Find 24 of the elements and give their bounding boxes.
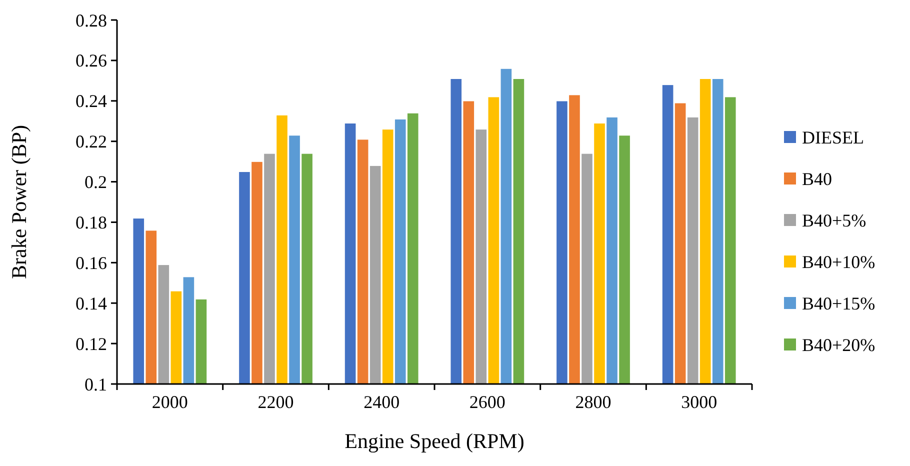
y-tick-label: 0.2 (84, 172, 107, 192)
y-tick-label: 0.22 (76, 132, 107, 152)
x-tick-label: 2400 (364, 392, 400, 412)
x-tick-label: 2800 (575, 392, 612, 412)
x-tick-label: 3000 (681, 392, 718, 412)
legend-label: B40 (802, 168, 832, 189)
y-tick-label: 0.1 (84, 374, 107, 394)
y-tick-label: 0.26 (76, 50, 107, 71)
y-tick-label: 0.24 (76, 91, 107, 112)
y-tick-label: 0.18 (76, 212, 107, 233)
legend-label: DIESEL (802, 127, 864, 148)
legend-label: B40+15% (802, 293, 876, 314)
x-tick-label: 2600 (469, 392, 506, 412)
x-axis-title: Engine Speed (RPM) (344, 429, 524, 453)
legend-label: B40+20% (802, 334, 876, 355)
y-tick-label: 0.16 (76, 252, 107, 273)
x-tick-label: 2200 (258, 392, 294, 412)
y-tick-label: 0.12 (76, 334, 107, 354)
legend-label: B40+10% (802, 252, 876, 272)
legend-label: B40+5% (802, 210, 866, 230)
y-axis-title: Brake Power (BP) (7, 125, 31, 279)
y-tick-label: 0.28 (76, 10, 107, 30)
x-tick-label: 2000 (152, 392, 188, 412)
y-tick-label: 0.14 (76, 293, 107, 314)
